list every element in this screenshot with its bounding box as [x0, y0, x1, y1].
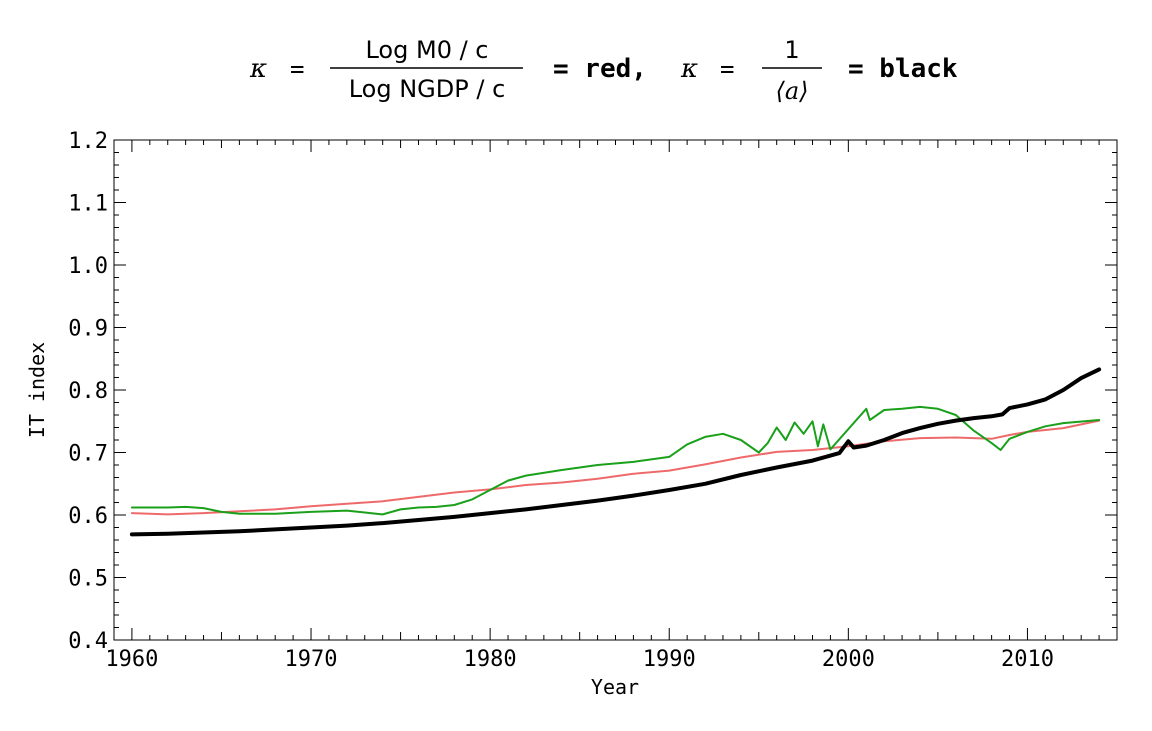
title-frac1-denominator: Log NGDP / c [349, 75, 506, 103]
x-tick-label: 1980 [464, 647, 517, 672]
y-tick-label: 1.0 [68, 254, 108, 279]
title-frac2-denominator: ⟨a⟩ [775, 77, 808, 105]
title-label-black: = black [848, 54, 958, 84]
x-tick-label: 1990 [643, 647, 696, 672]
y-tick-label: 0.8 [68, 379, 108, 404]
y-tick-label: 1.1 [68, 192, 108, 217]
y-tick-label: 0.9 [68, 317, 108, 342]
series-line-black [129, 367, 1102, 537]
x-tick-label: 2000 [822, 647, 875, 672]
y-axis-title: IT index [25, 342, 49, 438]
series-line-green [130, 405, 1101, 516]
y-tick-label: 0.6 [68, 504, 108, 529]
y-tick-label: 0.5 [68, 567, 108, 592]
x-tick-label: 1960 [105, 647, 158, 672]
axis-tick-labels: 1960 1970 1980 1990 2000 2010 0.4 0.5 0.6 0.7 0.8 0… [68, 129, 1054, 672]
title-frac2-numerator: 1 [784, 36, 799, 64]
title-equals-1: = [290, 55, 304, 83]
series-layer [129, 367, 1102, 537]
y-tick-label: 1.2 [68, 129, 108, 154]
x-axis-title: Year [591, 675, 639, 699]
x-tick-label: 1970 [285, 647, 338, 672]
title-label-red: = red, [553, 54, 647, 84]
title-frac1-numerator: Log M0 / c [365, 36, 488, 64]
series-line-red [130, 419, 1101, 516]
chart-title: κ = Log M0 / c Log NGDP / c = red, κ = 1… [249, 36, 958, 105]
title-kappa-1: κ [249, 54, 267, 84]
plot-frame [113, 139, 1118, 641]
title-equals-2: = [720, 55, 734, 83]
axis-ticks [114, 139, 1118, 641]
y-tick-label: 0.4 [68, 629, 108, 654]
y-tick-label: 0.7 [68, 442, 108, 467]
title-kappa-2: κ [680, 54, 698, 84]
x-tick-label: 2010 [1001, 647, 1054, 672]
